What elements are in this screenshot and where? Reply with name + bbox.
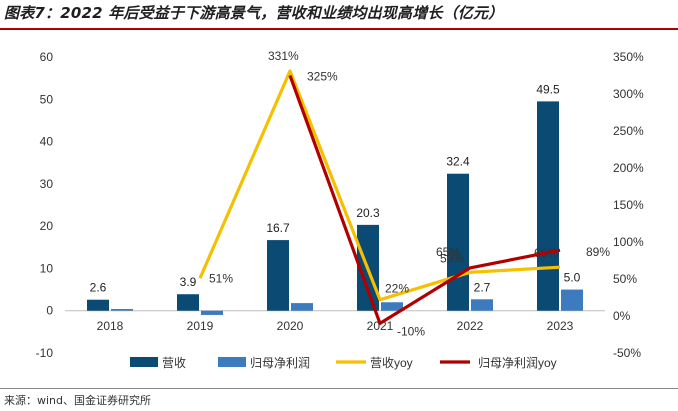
legend-net-profit-yoy-label: 归母净利润yoy [478, 356, 557, 370]
source-note: 来源：wind、国金证券研究所 [4, 394, 152, 407]
revenue-bar-label: 2.6 [90, 281, 107, 295]
net-profit-yoy-line-label: 325% [307, 70, 338, 84]
footer-rule [0, 388, 678, 389]
legend-revenue-yoy-label: 营收yoy [370, 356, 413, 370]
category-label: 2022 [457, 319, 484, 333]
right-tick-label: 50% [613, 272, 637, 286]
title-rule [0, 28, 678, 30]
legend-net-profit-swatch [218, 357, 246, 367]
net-profit-bar [471, 299, 493, 311]
revenue-yoy-line-label: 51% [209, 271, 233, 285]
revenue-yoy-line-label: 59% [440, 251, 464, 265]
net-profit-bar-label: 2.7 [474, 280, 491, 294]
revenue-bar-label: 32.4 [446, 155, 470, 169]
revenue-yoy-line [198, 69, 561, 302]
net-profit-bar [111, 309, 133, 311]
net-profit-bar [201, 310, 223, 315]
net-profit-bar [381, 302, 403, 311]
legend-net-profit-label: 归母净利润 [250, 356, 310, 370]
left-tick-label: 40 [40, 135, 54, 149]
revenue-bar-label: 3.9 [180, 275, 197, 289]
right-tick-label: 200% [613, 161, 644, 175]
net-profit-bar-label: 5.0 [564, 271, 581, 285]
revenue-bar [87, 299, 109, 311]
revenue-bar [447, 173, 469, 311]
right-tick-label: 350% [613, 50, 644, 64]
right-tick-label: 250% [613, 124, 644, 138]
revenue-bar [267, 240, 289, 311]
revenue-bar [537, 101, 559, 311]
revenue-yoy-line-label: 22% [385, 282, 409, 296]
left-tick-label: 50 [40, 92, 54, 106]
net-profit-bar [561, 289, 583, 311]
left-tick-label: -10 [36, 346, 54, 360]
revenue-yoy-line-label: 331% [268, 49, 299, 63]
net-profit-yoy-line [288, 74, 561, 325]
revenue-bar-label: 16.7 [266, 221, 290, 235]
legend-revenue-swatch [130, 357, 158, 367]
category-label: 2018 [97, 319, 124, 333]
legend-revenue-label: 营收 [162, 356, 186, 370]
right-tick-label: 0% [613, 309, 631, 323]
left-tick-label: 0 [46, 304, 53, 318]
right-tick-label: 300% [613, 87, 644, 101]
net-profit-yoy-line-label: 65% [436, 245, 460, 259]
category-label: 2021 [367, 319, 394, 333]
left-tick-label: 30 [40, 177, 54, 191]
category-label: 2023 [547, 319, 574, 333]
revenue-bar-label: 20.3 [356, 206, 380, 220]
right-tick-label: 150% [613, 198, 644, 212]
net-profit-yoy-line-label: -10% [397, 324, 425, 338]
left-tick-label: 20 [40, 219, 54, 233]
net-profit-bar [291, 303, 313, 311]
revenue-bar [177, 294, 199, 311]
left-tick-label: 10 [40, 261, 54, 275]
left-tick-label: 60 [40, 50, 54, 64]
category-label: 2019 [187, 319, 214, 333]
chart-title: 图表7：2022 年后受益于下游高景气，营收和业绩均出现高增长（亿元） [4, 4, 504, 22]
right-tick-label: 100% [613, 235, 644, 249]
right-tick-label: -50% [613, 346, 641, 360]
net-profit-yoy-line-label: 89% [586, 245, 610, 259]
revenue-bar-label: 49.5 [536, 82, 560, 96]
category-label: 2020 [277, 319, 304, 333]
